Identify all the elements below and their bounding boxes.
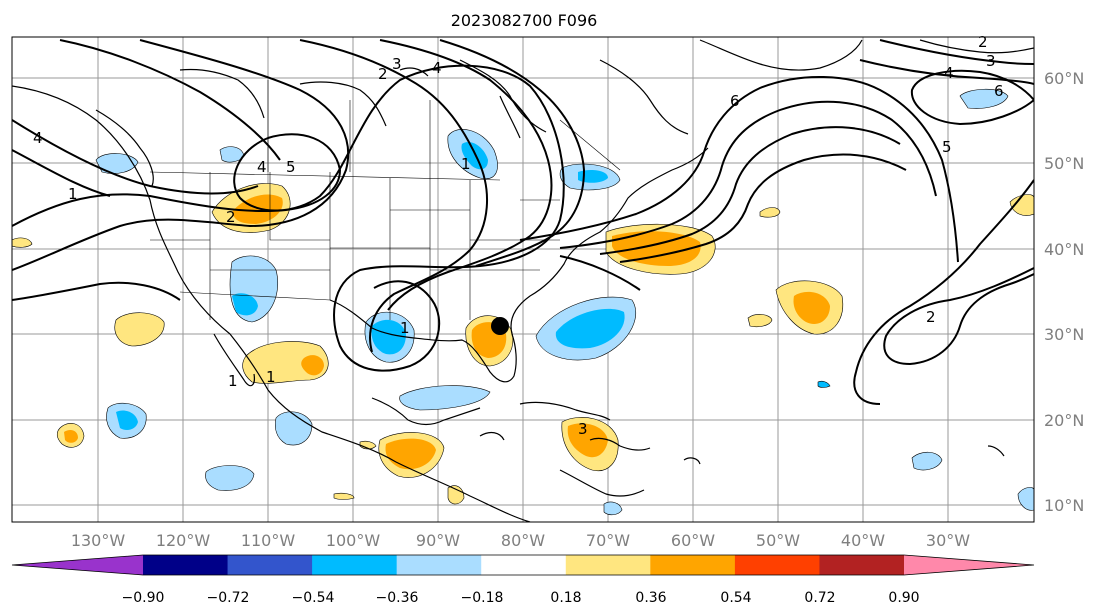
figure-title: 2023082700 F096 bbox=[451, 11, 598, 30]
lat-label: 30°N bbox=[1044, 325, 1084, 344]
colorbar-segment bbox=[819, 555, 905, 575]
contour-label: 2 bbox=[226, 208, 236, 226]
positive-anomaly-baja bbox=[242, 341, 329, 384]
colorbar-ticks: −0.90 −0.72 −0.54 −0.36 −0.18 0.18 0.36 … bbox=[122, 590, 920, 606]
contour-label: 3 bbox=[986, 52, 996, 70]
lon-label: 40°W bbox=[841, 531, 885, 550]
colorbar bbox=[11, 554, 1035, 576]
colorbar-outline bbox=[11, 554, 1035, 576]
colorbar-tick-label: 0.36 bbox=[635, 590, 666, 606]
lon-label: 110°W bbox=[241, 531, 296, 550]
contour-label: 4 bbox=[257, 158, 267, 176]
contour-label: 4 bbox=[33, 129, 43, 147]
colorbar-tick-label: 0.72 bbox=[804, 590, 835, 606]
lon-label: 80°W bbox=[501, 531, 545, 550]
coastlines bbox=[12, 39, 1034, 522]
lon-label: 120°W bbox=[156, 531, 211, 550]
colorbar-segment bbox=[227, 555, 313, 575]
colorbar-segment bbox=[312, 555, 398, 575]
colorbar-tick-label: 0.18 bbox=[550, 590, 581, 606]
colorbar-tick-label: 0.90 bbox=[888, 590, 919, 606]
colorbar-tick-label: −0.54 bbox=[292, 590, 335, 606]
contour-labels: 2 3 4 1 4 4 5 1 2 1 1 6 6 4 3 2 5 2 1 3 bbox=[33, 33, 1004, 438]
colorbar-segment bbox=[650, 555, 736, 575]
contour-label: 5 bbox=[942, 138, 952, 156]
colorbar-extend-max bbox=[904, 555, 1034, 575]
contour-label: 5 bbox=[286, 158, 296, 176]
contour-lines bbox=[12, 39, 1034, 405]
contour-label: 1 bbox=[400, 319, 410, 337]
lat-label: 10°N bbox=[1044, 496, 1084, 515]
colorbar-tick-label: −0.90 bbox=[122, 590, 165, 606]
contour-label: 2 bbox=[378, 65, 388, 83]
lon-label: 90°W bbox=[416, 531, 460, 550]
contour-label: 2 bbox=[926, 308, 936, 326]
lon-label: 60°W bbox=[671, 531, 715, 550]
contour-label: 3 bbox=[392, 55, 402, 73]
lon-label: 30°W bbox=[926, 531, 970, 550]
map-content bbox=[12, 37, 1034, 522]
longitude-labels: 130°W 120°W 110°W 100°W 90°W 80°W 70°W 6… bbox=[71, 531, 970, 550]
colorbar-extend-min bbox=[12, 555, 143, 575]
contour-label: 1 bbox=[228, 372, 238, 390]
colorbar-tick-label: 0.54 bbox=[720, 590, 751, 606]
contour-label: 1 bbox=[68, 185, 78, 203]
colorbar-segment bbox=[481, 555, 567, 575]
colorbar-tick-label: −0.72 bbox=[207, 590, 250, 606]
colorbar-tick-label: −0.36 bbox=[376, 590, 419, 606]
lon-label: 100°W bbox=[326, 531, 381, 550]
colorbar-segment bbox=[143, 555, 229, 575]
lon-label: 70°W bbox=[586, 531, 630, 550]
contour-label: 1 bbox=[461, 155, 471, 173]
contour-label: 2 bbox=[978, 33, 988, 51]
contour-label: 3 bbox=[578, 420, 588, 438]
lat-label: 60°N bbox=[1044, 69, 1084, 88]
lat-label: 50°N bbox=[1044, 154, 1084, 173]
lat-label: 20°N bbox=[1044, 411, 1084, 430]
latitude-labels: 60°N 50°N 40°N 30°N 20°N 10°N bbox=[1044, 69, 1084, 515]
location-marker bbox=[491, 317, 509, 335]
colorbar-segment bbox=[396, 555, 482, 575]
contour-label: 4 bbox=[944, 64, 954, 82]
lat-label: 40°N bbox=[1044, 240, 1084, 259]
contour-label: 6 bbox=[994, 82, 1004, 100]
colorbar-tick-label: −0.18 bbox=[461, 590, 504, 606]
contour-label: 6 bbox=[730, 92, 740, 110]
colorbar-segment bbox=[565, 555, 651, 575]
contour-label: 1 bbox=[266, 368, 276, 386]
colorbar-segment bbox=[734, 555, 820, 575]
lon-label: 50°W bbox=[756, 531, 800, 550]
lon-label: 130°W bbox=[71, 531, 126, 550]
contour-label: 4 bbox=[432, 59, 442, 77]
map-border bbox=[11, 36, 1035, 523]
